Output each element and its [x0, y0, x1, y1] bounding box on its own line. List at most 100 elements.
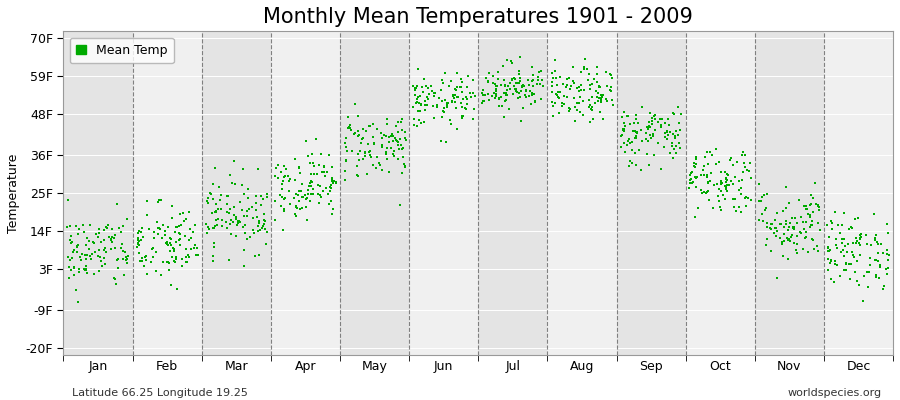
Point: [734, 191, 748, 198]
Point: [369, 165, 383, 172]
Point: [251, 166, 266, 172]
Point: [275, 227, 290, 234]
Point: [475, 100, 490, 106]
Point: [829, 236, 843, 242]
Point: [846, 239, 860, 246]
Point: [222, 172, 237, 178]
Point: [188, 242, 202, 248]
Point: [316, 188, 330, 194]
Point: [669, 128, 683, 134]
Point: [398, 164, 412, 170]
Point: [60, 224, 75, 230]
Point: [445, 99, 459, 106]
Point: [222, 206, 237, 212]
Point: [395, 146, 410, 152]
Point: [301, 217, 315, 224]
Point: [723, 157, 737, 163]
Point: [629, 129, 643, 136]
Point: [147, 229, 161, 235]
Point: [254, 193, 268, 200]
Point: [544, 83, 559, 89]
Point: [161, 259, 176, 265]
Point: [502, 80, 517, 86]
Point: [820, 222, 834, 228]
Point: [76, 222, 90, 228]
Point: [714, 206, 728, 213]
Point: [518, 88, 533, 94]
Point: [120, 260, 134, 266]
Point: [724, 178, 738, 184]
Point: [510, 95, 525, 102]
Point: [811, 248, 825, 254]
Point: [156, 259, 170, 265]
Point: [824, 258, 839, 264]
Point: [876, 286, 890, 292]
Point: [706, 205, 720, 211]
Point: [120, 216, 134, 223]
Point: [790, 233, 805, 239]
Point: [250, 228, 265, 234]
Point: [850, 278, 864, 285]
Point: [758, 207, 772, 213]
Point: [175, 262, 189, 269]
Point: [738, 195, 752, 202]
Point: [456, 96, 471, 102]
Point: [717, 169, 732, 175]
Point: [840, 249, 854, 255]
Point: [448, 105, 463, 112]
Point: [850, 238, 865, 244]
Point: [153, 226, 167, 232]
Point: [292, 188, 306, 194]
Point: [672, 140, 687, 146]
Point: [605, 75, 619, 81]
Point: [701, 161, 716, 167]
Point: [323, 182, 338, 188]
Point: [454, 76, 468, 82]
Point: [498, 76, 512, 83]
Point: [700, 178, 715, 185]
Point: [690, 205, 705, 212]
Point: [848, 269, 862, 276]
Point: [288, 177, 302, 184]
Point: [201, 200, 215, 206]
Point: [412, 100, 427, 106]
Point: [384, 145, 399, 152]
Point: [256, 222, 270, 229]
Point: [201, 224, 215, 230]
Point: [413, 101, 428, 108]
Point: [660, 128, 674, 134]
Point: [822, 234, 836, 240]
Point: [644, 121, 659, 128]
Point: [185, 229, 200, 236]
Point: [385, 131, 400, 137]
Point: [798, 219, 813, 226]
Point: [436, 114, 450, 120]
Point: [390, 138, 404, 144]
Point: [684, 176, 698, 182]
Point: [306, 163, 320, 170]
Point: [778, 220, 793, 227]
Point: [370, 126, 384, 132]
Point: [283, 200, 297, 207]
Point: [419, 82, 434, 89]
Point: [413, 107, 428, 114]
Point: [101, 222, 115, 229]
Point: [108, 276, 122, 282]
Point: [131, 250, 146, 256]
Point: [342, 125, 356, 131]
Point: [813, 226, 827, 233]
Point: [72, 269, 86, 275]
Bar: [824, 31, 893, 355]
Point: [446, 94, 461, 101]
Point: [790, 241, 805, 248]
Point: [851, 281, 866, 288]
Point: [448, 99, 463, 106]
Point: [170, 286, 184, 292]
Point: [546, 113, 561, 119]
Point: [618, 149, 633, 155]
Point: [778, 204, 793, 211]
Point: [849, 240, 863, 246]
Point: [233, 218, 248, 225]
Point: [535, 76, 549, 83]
Point: [355, 136, 369, 142]
